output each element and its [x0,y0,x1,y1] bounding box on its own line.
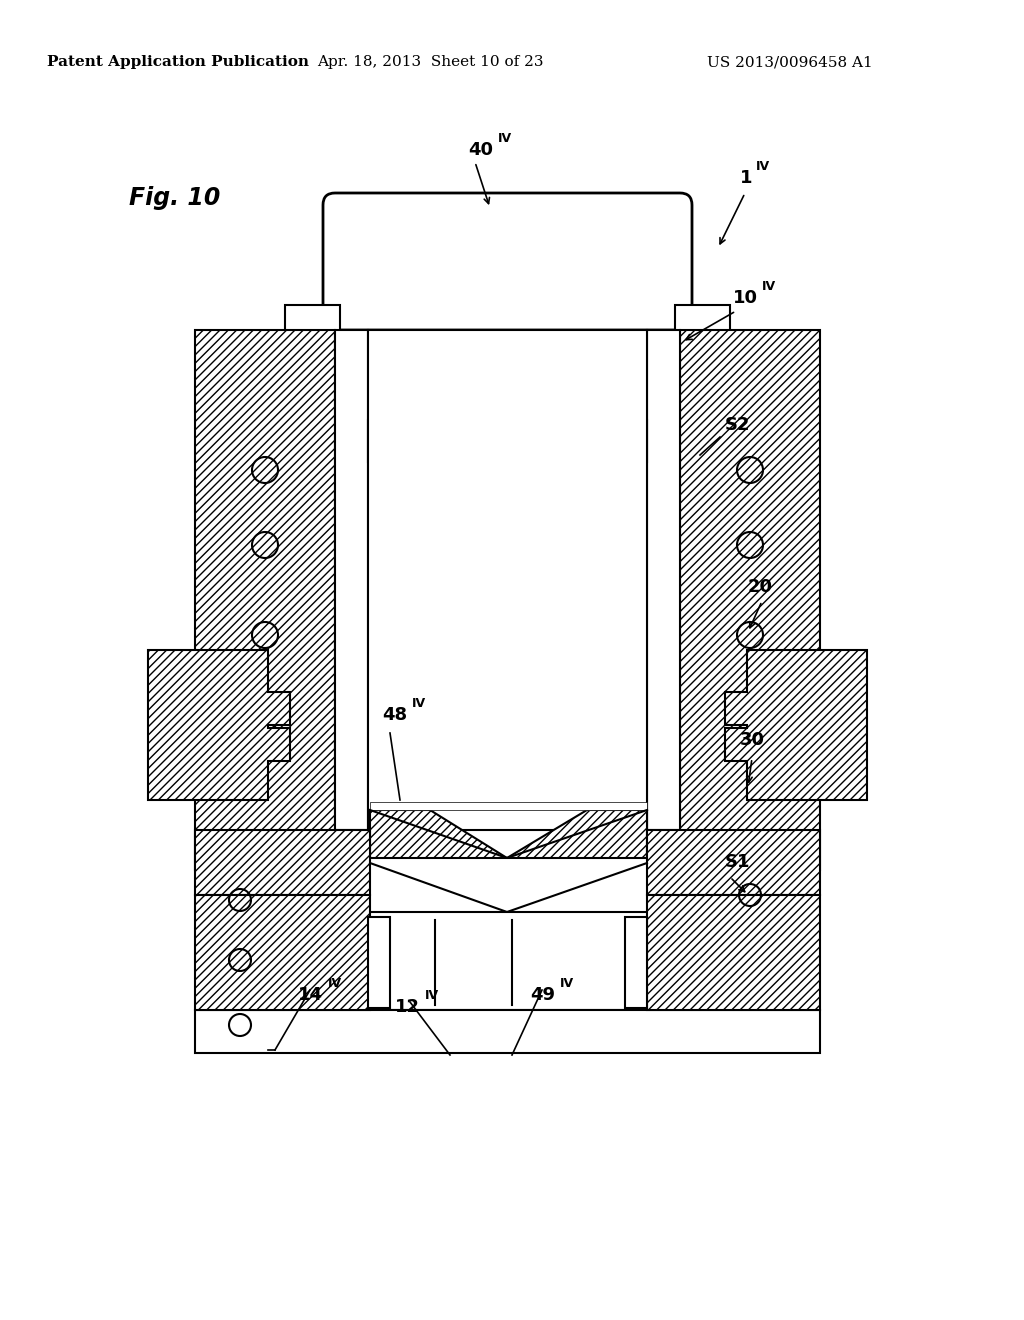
Bar [335,330,368,830]
Text: S2: S2 [725,416,751,434]
Polygon shape [725,649,867,800]
Bar [370,803,647,810]
Text: IV: IV [756,160,770,173]
Text: S1: S1 [725,853,751,871]
Text: 20: 20 [748,578,773,597]
Text: IV: IV [762,280,776,293]
Bar [647,330,680,830]
Text: Apr. 18, 2013  Sheet 10 of 23: Apr. 18, 2013 Sheet 10 of 23 [316,55,544,69]
Text: IV: IV [560,977,574,990]
Text: 48: 48 [382,706,408,723]
Text: 40: 40 [468,141,493,158]
Polygon shape [370,810,507,858]
Bar [680,330,820,870]
Text: 10: 10 [733,289,758,308]
Bar [368,917,390,1008]
FancyBboxPatch shape [323,193,692,330]
Bar [647,830,820,895]
Bar [195,1010,820,1053]
Polygon shape [507,810,647,858]
Text: IV: IV [425,989,439,1002]
Bar [675,305,730,345]
Bar [368,420,647,462]
Text: IV: IV [498,132,512,145]
Bar [285,305,340,345]
Text: IV: IV [328,977,342,990]
Bar [195,830,370,895]
Bar [195,330,335,870]
Text: 12: 12 [395,998,420,1016]
Bar [368,330,647,830]
Text: Fig. 10: Fig. 10 [129,186,221,210]
Bar [195,895,370,1010]
Bar [625,917,647,1008]
Bar [647,895,820,1010]
Polygon shape [148,649,290,800]
Text: 49: 49 [530,986,555,1005]
Text: 30: 30 [740,731,765,748]
Bar [268,912,748,1010]
Text: US 2013/0096458 A1: US 2013/0096458 A1 [708,55,872,69]
Text: 1: 1 [740,169,753,187]
Text: IV: IV [412,697,426,710]
Text: 14: 14 [298,986,323,1005]
Text: Patent Application Publication: Patent Application Publication [47,55,309,69]
